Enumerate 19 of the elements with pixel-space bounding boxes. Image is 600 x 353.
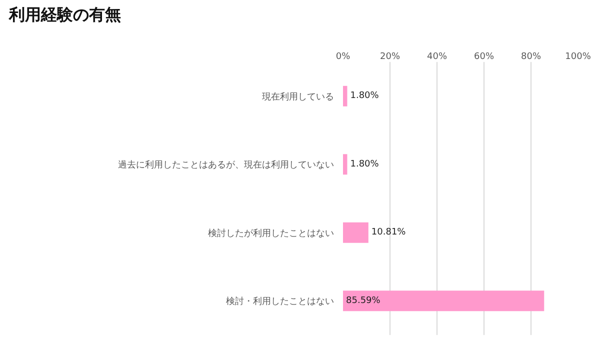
data-label: 1.80% <box>350 159 380 170</box>
bar <box>343 154 348 175</box>
data-label: 1.80% <box>350 91 380 102</box>
data-label: 85.59% <box>346 296 381 306</box>
x-tick-label: 80% <box>520 52 542 62</box>
bar <box>343 290 544 312</box>
x-tick-label: 20% <box>380 52 400 62</box>
x-tick-label: 40% <box>426 52 448 62</box>
data-label: 10.81% <box>371 228 406 238</box>
x-tick-label: 100% <box>565 52 592 62</box>
bar <box>343 86 348 106</box>
y-tick-label: 検討・利用したことはない <box>226 296 334 308</box>
bar <box>343 222 368 243</box>
y-tick-label: 現在利用している <box>262 91 334 102</box>
x-tick-label: 0% <box>336 52 351 62</box>
text: 利用経験の有無 <box>8 5 121 24</box>
y-tick-label: 過去に利用したことはあるが、現在は利用していない <box>118 160 334 171</box>
y-tick-label: 検討したが利用したことはない <box>208 228 334 239</box>
x-tick-label: 60% <box>474 52 494 62</box>
